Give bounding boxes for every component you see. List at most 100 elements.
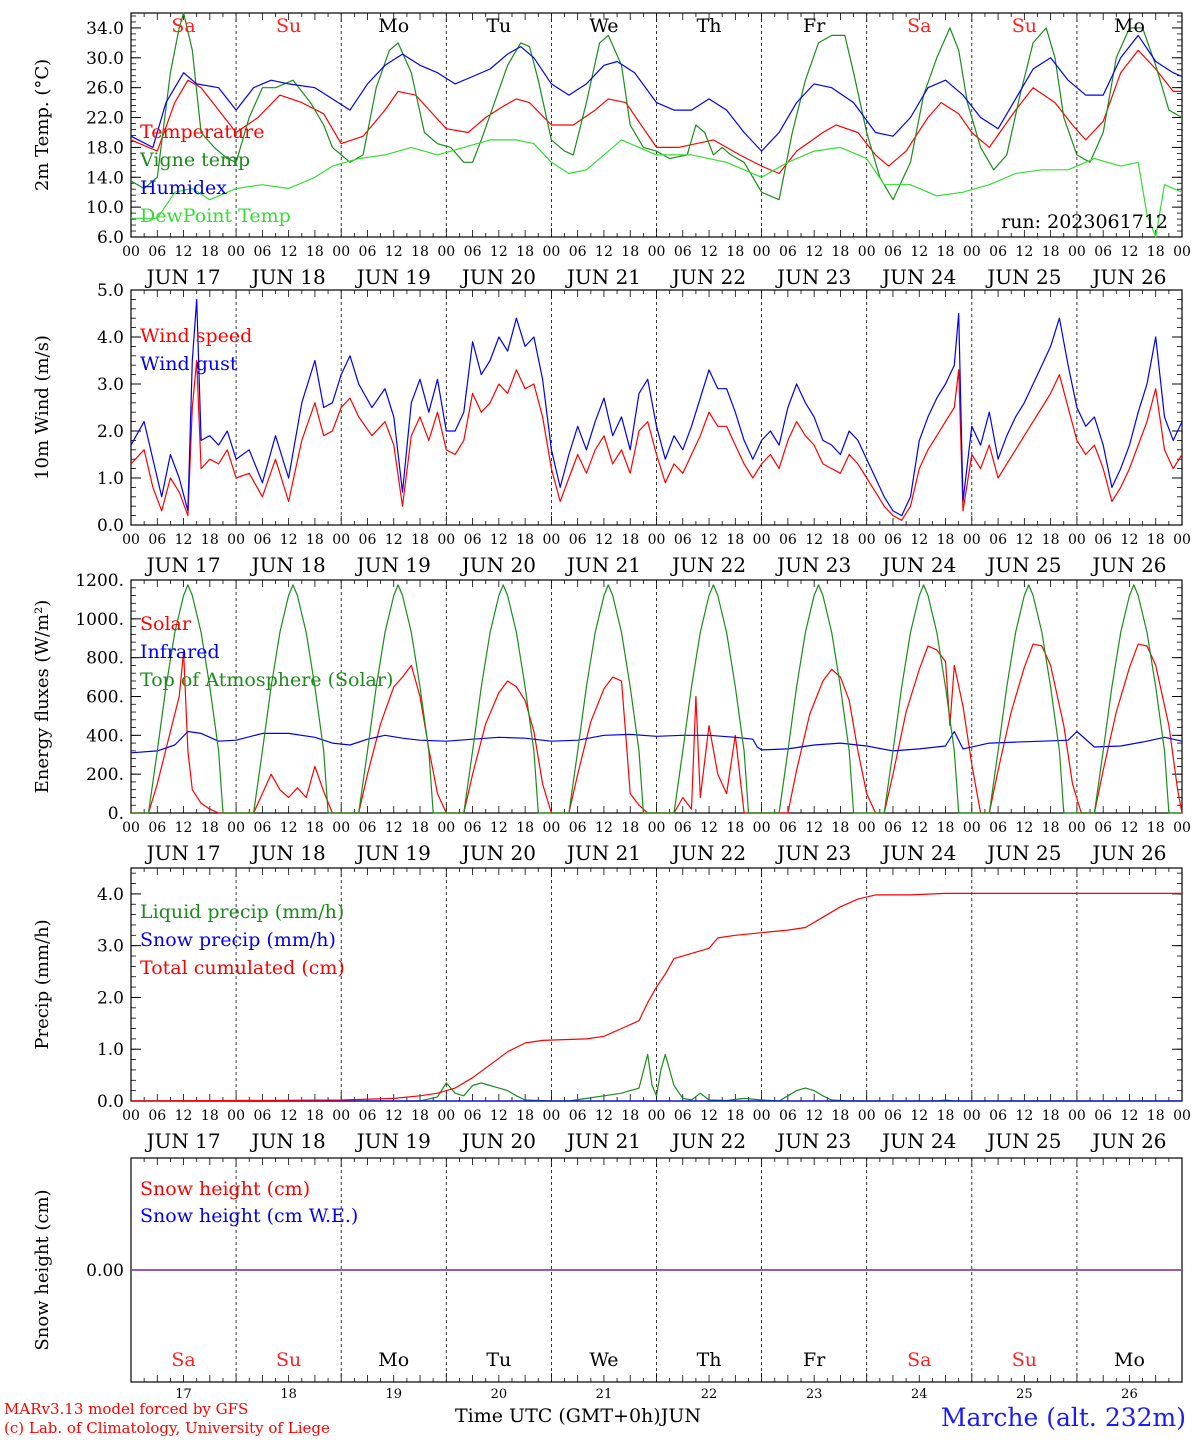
x-axis-title: Time UTC (GMT+0h)JUN (455, 1405, 701, 1427)
y-tick-label: 14.0 (86, 168, 124, 188)
hour-tick-label: 00 (437, 820, 455, 836)
series-wind-gust-line (130, 298, 1183, 517)
hour-tick-label: 18 (621, 244, 639, 260)
date-label: JUN 21 (565, 1129, 641, 1153)
date-label: JUN 22 (670, 841, 746, 865)
plot-frame (130, 12, 1183, 238)
day-name-label: Tu (486, 15, 511, 37)
hour-tick-label: 12 (490, 532, 508, 548)
hour-tick-label: 12 (910, 532, 928, 548)
hour-tick-label: 12 (700, 1108, 718, 1124)
hour-tick-label: 00 (332, 244, 350, 260)
hour-tick-label: 18 (621, 1108, 639, 1124)
hour-tick-label: 06 (464, 820, 482, 836)
hour-tick-label: 00 (1173, 1108, 1191, 1124)
panel-4: 0.0 1.0 2.0 3.0 4.0 Precip (mm/h) Liquid preci… (32, 867, 1191, 1153)
hour-tick-label: 06 (569, 820, 587, 836)
legend-entry: Total cumulated (cm) (140, 957, 345, 979)
day-name-label: Mo (1114, 1349, 1145, 1371)
date-label: JUN 25 (985, 841, 1061, 865)
y-tick-label: 1.0 (97, 469, 124, 489)
hour-tick-label: 12 (280, 244, 298, 260)
hour-tick-label: 18 (832, 1108, 850, 1124)
hour-tick-label: 00 (963, 532, 981, 548)
date-label: JUN 19 (355, 841, 431, 865)
hour-tick-label: 18 (937, 532, 955, 548)
date-label: JUN 26 (1090, 265, 1166, 289)
hour-tick-label: 12 (1121, 1108, 1139, 1124)
y-tick-label: 3.0 (97, 375, 124, 395)
hour-tick-label: 06 (1094, 820, 1112, 836)
day-name-label: Sa (907, 1349, 931, 1371)
date-label: JUN 21 (565, 553, 641, 577)
hour-tick-label: 06 (989, 244, 1007, 260)
date-label: JUN 18 (250, 265, 326, 289)
hour-tick-label: 12 (805, 532, 823, 548)
hour-tick-label: 00 (858, 1108, 876, 1124)
legend-entry: Snow height (cm) (140, 1178, 310, 1200)
hour-tick-label: 12 (1121, 244, 1139, 260)
hour-tick-label: 12 (910, 820, 928, 836)
hour-tick-label: 00 (963, 820, 981, 836)
hour-tick-label: 00 (1068, 820, 1086, 836)
hour-tick-label: 18 (201, 820, 219, 836)
hour-tick-label: 00 (753, 532, 771, 548)
hour-tick-label: 12 (1015, 244, 1033, 260)
legend-entry: Temperature (140, 121, 264, 143)
hour-tick-label: 18 (306, 244, 324, 260)
hour-tick-label: 12 (385, 1108, 403, 1124)
station-name: Marche (alt. 232m) (940, 1403, 1186, 1432)
day-name-label: We (589, 1349, 618, 1371)
date-label: JUN 19 (355, 553, 431, 577)
hour-tick-label: 00 (122, 244, 140, 260)
series-total-cumulated-cm--line (130, 892, 1182, 1102)
legend-entry: DewPoint Temp (140, 205, 291, 227)
hour-tick-label: 12 (175, 244, 193, 260)
hour-tick-label: 12 (385, 244, 403, 260)
series-wind-speed-line (130, 359, 1183, 521)
date-label: JUN 20 (460, 1129, 536, 1153)
date-label: JUN 23 (775, 841, 851, 865)
series-infrared-line (130, 730, 1183, 754)
hour-tick-label: 06 (1094, 1108, 1112, 1124)
hour-tick-label: 18 (306, 532, 324, 548)
hour-tick-label: 18 (937, 820, 955, 836)
date-label: JUN 21 (565, 841, 641, 865)
legend-entry: Solar (140, 613, 192, 635)
hour-tick-label: 12 (805, 1108, 823, 1124)
hour-tick-label: 12 (1015, 820, 1033, 836)
x-axis-unit: JUN (660, 1405, 701, 1427)
hour-tick-label: 06 (359, 244, 377, 260)
hour-tick-label: 00 (858, 820, 876, 836)
day-name-label: Su (276, 15, 301, 37)
hour-tick-label: 06 (359, 820, 377, 836)
hour-tick-label: 00 (437, 532, 455, 548)
date-label: JUN 20 (460, 265, 536, 289)
hour-tick-label: 12 (175, 820, 193, 836)
legend-entry: Snow precip (mm/h) (140, 929, 336, 951)
hour-tick-label: 00 (227, 532, 245, 548)
date-label: JUN 19 (355, 1129, 431, 1153)
y-tick-label: 1200. (75, 571, 124, 591)
hour-tick-label: 06 (148, 532, 166, 548)
hour-tick-label: 06 (674, 244, 692, 260)
hour-tick-label: 18 (516, 820, 534, 836)
hour-tick-label: 18 (726, 1108, 744, 1124)
hour-tick-label: 18 (1147, 820, 1165, 836)
day-name-label: Su (1012, 15, 1037, 37)
hour-tick-label: 18 (411, 532, 429, 548)
date-label: JUN 25 (985, 553, 1061, 577)
hour-tick-label: 18 (1147, 1108, 1165, 1124)
hour-tick-label: 12 (1121, 820, 1139, 836)
y-tick-label: 600. (86, 688, 124, 708)
hour-tick-label: 18 (516, 244, 534, 260)
date-label: JUN 26 (1090, 841, 1166, 865)
hour-tick-label: 06 (674, 1108, 692, 1124)
hour-tick-label: 06 (779, 532, 797, 548)
legend-entry: Vigne temp (139, 149, 250, 171)
date-label: JUN 19 (355, 265, 431, 289)
hour-tick-label: 00 (437, 1108, 455, 1124)
day-number-label: 23 (806, 1387, 823, 1400)
panel-1: 6.0 10.0 14.0 18.0 22.0 26.0 30.0 34.0 2m Temp. … (32, 12, 1191, 289)
hour-tick-label: 06 (884, 1108, 902, 1124)
